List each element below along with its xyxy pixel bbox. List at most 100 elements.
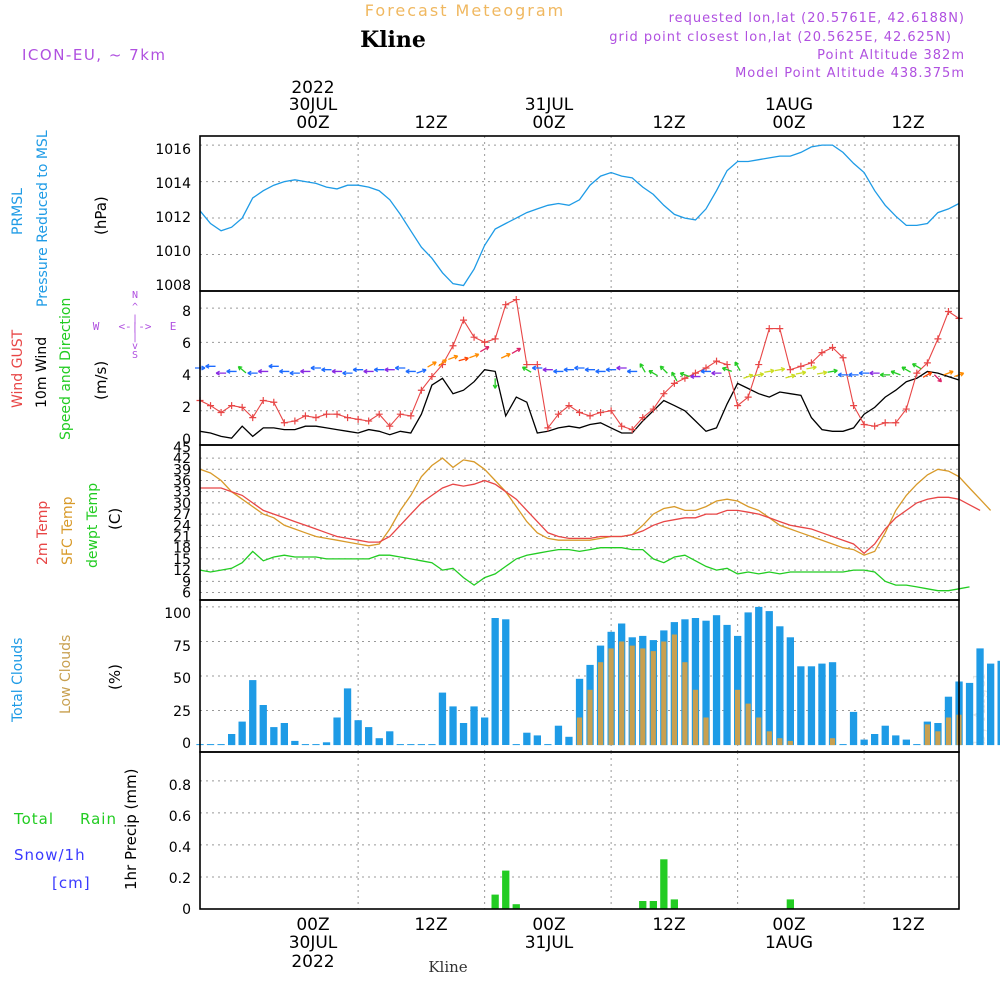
precip-total-label: Total bbox=[13, 810, 54, 828]
total-cloud-bar bbox=[575, 678, 584, 746]
wind-direction-arrow bbox=[352, 367, 364, 373]
clouds-tick: 0 bbox=[182, 736, 191, 752]
compass-east: E bbox=[170, 320, 177, 333]
gust-marker bbox=[734, 402, 742, 410]
compass-west: W bbox=[93, 320, 100, 333]
wind-direction-arrow bbox=[734, 361, 741, 371]
wind-direction-arrow bbox=[563, 367, 574, 373]
wind-direction-arrow bbox=[215, 370, 227, 376]
wind-direction-arrow bbox=[247, 370, 258, 376]
gust-marker bbox=[807, 359, 815, 367]
wind-direction-arrow bbox=[933, 374, 943, 383]
precip-bar bbox=[670, 899, 678, 909]
requested-coords: requested lon,lat (20.5761E, 42.6188N) bbox=[669, 11, 965, 26]
gust-marker bbox=[428, 373, 436, 381]
wind-direction-arrow bbox=[511, 347, 522, 354]
wind-direction-arrow bbox=[405, 368, 416, 374]
temp-tick: 39 bbox=[173, 462, 191, 478]
total-cloud-bar bbox=[249, 680, 257, 745]
gust-marker bbox=[565, 402, 573, 410]
bottom-tick-5: 00Z bbox=[772, 915, 805, 935]
gust-marker bbox=[270, 398, 278, 406]
gust-marker bbox=[818, 349, 826, 357]
wind-unit: (m/s) bbox=[92, 361, 110, 400]
gust-marker bbox=[776, 325, 784, 333]
total-cloud-bar bbox=[365, 727, 373, 746]
total-cloud-bar bbox=[702, 620, 710, 746]
wind-direction-arrow bbox=[671, 371, 678, 382]
gust-marker bbox=[871, 422, 879, 430]
gust-marker bbox=[512, 296, 520, 304]
wind-direction-arrow bbox=[553, 368, 564, 374]
top-date-2: 31JUL bbox=[525, 95, 574, 115]
wind-direction-arrow bbox=[774, 366, 786, 372]
wind-direction-arrow bbox=[574, 365, 585, 371]
low-clouds-label: Low Clouds bbox=[58, 635, 74, 714]
gust-marker bbox=[850, 402, 858, 410]
total-cloud-bar bbox=[965, 682, 974, 746]
total-cloud-bar bbox=[755, 606, 763, 746]
total-cloud-bar bbox=[881, 725, 889, 745]
low-cloud-bar bbox=[787, 740, 793, 745]
compass-south: S bbox=[132, 350, 138, 361]
total-cloud-bar bbox=[502, 619, 510, 745]
pressure-panel: PRMSL Pressure Reduced to MSL (hPa) 1016… bbox=[10, 130, 960, 307]
pressure-tick: 1010 bbox=[155, 244, 191, 260]
gust-marker bbox=[238, 403, 246, 411]
wind-direction-arrow bbox=[764, 368, 775, 374]
wind-direction-arrow bbox=[394, 365, 406, 371]
low-cloud-bar bbox=[682, 662, 688, 746]
total-cloud-bar bbox=[723, 624, 731, 746]
gust-marker bbox=[681, 374, 689, 382]
wind-speed-line bbox=[199, 369, 960, 439]
wind-direction-arrow bbox=[532, 365, 543, 371]
total-cloud-bar bbox=[712, 615, 721, 746]
total-cloud-bar bbox=[217, 744, 225, 746]
total-cloud-bar bbox=[375, 738, 383, 746]
precip-tick: 0.2 bbox=[169, 871, 191, 887]
gust-marker bbox=[396, 410, 404, 418]
gust-marker bbox=[786, 366, 794, 374]
total-cloud-bar bbox=[839, 744, 847, 746]
total-cloud-bar bbox=[776, 626, 784, 746]
wind-direction-arrow bbox=[943, 370, 954, 376]
total-clouds-label: Total Clouds bbox=[10, 638, 26, 723]
precip-bar bbox=[512, 904, 520, 909]
gust-marker bbox=[797, 362, 805, 370]
wind-direction-arrow bbox=[268, 363, 279, 369]
precip-panel: Total Rain Snow/1h [cm] 1hr Precip (mm) … bbox=[13, 751, 960, 918]
gust-marker bbox=[839, 354, 847, 362]
model-altitude: Model Point Altitude 438.375m bbox=[735, 66, 965, 81]
wind-direction-arrow bbox=[743, 373, 754, 379]
pressure-unit: (hPa) bbox=[92, 196, 110, 235]
temp-tick: 30 bbox=[173, 496, 191, 512]
low-cloud-bar bbox=[745, 703, 751, 746]
temp-dewpt-label: dewpt Temp bbox=[85, 483, 101, 568]
low-cloud-bar bbox=[756, 717, 762, 746]
gust-marker bbox=[944, 308, 952, 316]
pressure-label: PRMSL bbox=[10, 188, 26, 235]
compass-south-bar: | bbox=[132, 332, 138, 343]
total-cloud-bar bbox=[396, 744, 404, 746]
total-cloud-bar bbox=[470, 706, 478, 746]
gust-marker bbox=[660, 390, 668, 398]
gust-marker bbox=[491, 335, 499, 343]
bottom-time-axis: 00Z 12Z 00Z 12Z 00Z 12Z 30JUL 31JUL 1AUG… bbox=[289, 915, 925, 976]
wind-tick: 2 bbox=[182, 400, 191, 416]
wind-direction-arrow bbox=[837, 372, 849, 378]
wind-direction-arrow bbox=[226, 368, 237, 374]
total-cloud-bar bbox=[481, 717, 489, 746]
compass-north: N bbox=[132, 290, 138, 301]
top-tick-4: 12Z bbox=[652, 113, 685, 133]
wind-direction-arrow bbox=[384, 367, 395, 373]
precip-tick: 0.6 bbox=[169, 809, 191, 825]
total-cloud-bar bbox=[828, 662, 837, 746]
total-cloud-bar bbox=[523, 732, 531, 746]
precip-bar bbox=[491, 894, 499, 909]
wind-direction-arrow bbox=[879, 372, 891, 378]
gust-marker bbox=[913, 369, 921, 377]
gust-marker bbox=[407, 412, 415, 420]
temp-tick: 45 bbox=[173, 440, 191, 456]
precip-rain-label: Rain bbox=[80, 810, 117, 828]
bottom-year: 2022 bbox=[291, 952, 334, 972]
